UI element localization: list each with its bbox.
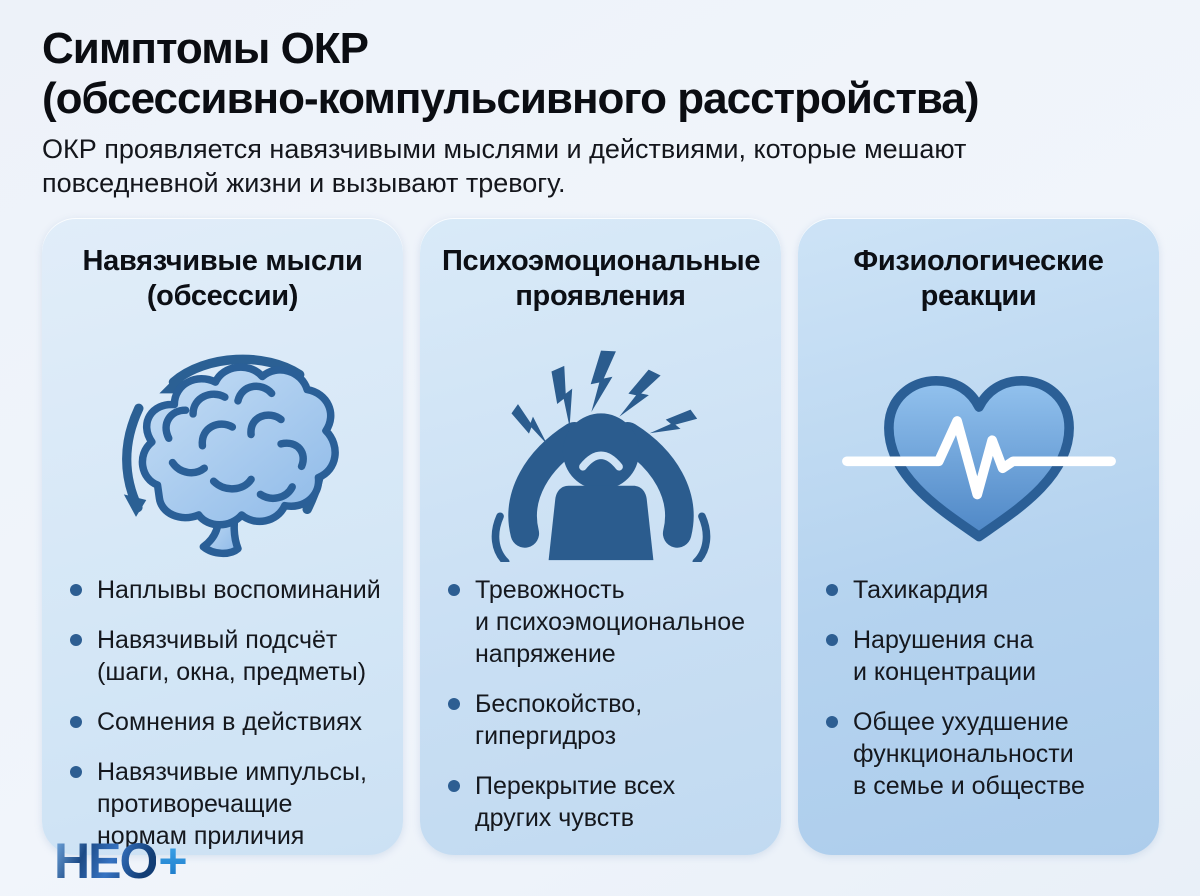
symptom-item: Сомнения в действиях bbox=[70, 706, 381, 738]
bullet-dot-icon bbox=[448, 583, 460, 596]
card-title: Физиологические реакции bbox=[853, 245, 1104, 312]
symptom-card-obsessions: Навязчивые мысли (обсессии) bbox=[42, 218, 403, 855]
bullet-dot-icon bbox=[70, 633, 82, 646]
symptom-item-text: Беспокойство, гипергидроз bbox=[475, 689, 643, 750]
brand-logo: НЕО + bbox=[54, 833, 188, 889]
symptom-item-text: Навязчивые импульсы, противоречащие норм… bbox=[97, 757, 367, 850]
symptom-list: Тревожность и психоэмоциональное напряже… bbox=[442, 574, 759, 834]
symptom-card-psychoemotional: Психоэмоциональные проявления bbox=[420, 218, 781, 855]
symptom-item-text: Перекрытие всех других чувств bbox=[475, 771, 676, 832]
symptom-item-text: Общее ухудшение функциональности в семье… bbox=[853, 707, 1085, 800]
symptom-item-text: Тахикардия bbox=[853, 575, 989, 604]
symptom-card-physiological: Физиологические реакции Тахикардия Наруш… bbox=[798, 218, 1159, 855]
symptom-item: Навязчивые импульсы, противоречащие норм… bbox=[70, 756, 381, 852]
bullet-dot-icon bbox=[448, 697, 460, 710]
symptom-item-text: Навязчивый подсчёт (шаги, окна, предметы… bbox=[97, 625, 367, 686]
stressed-person-icon bbox=[442, 322, 759, 562]
symptom-item: Общее ухудшение функциональности в семье… bbox=[826, 706, 1137, 802]
symptom-item-text: Нарушения сна и концентрации bbox=[853, 625, 1037, 686]
symptom-item-text: Тревожность и психоэмоциональное напряже… bbox=[475, 575, 746, 668]
logo-plus-icon: + bbox=[158, 833, 187, 889]
bullet-dot-icon bbox=[826, 715, 838, 728]
symptom-item: Тахикардия bbox=[826, 574, 1137, 606]
cards-row: Навязчивые мысли (обсессии) bbox=[42, 218, 1159, 855]
symptom-item-text: Наплывы воспоминаний bbox=[97, 575, 381, 604]
page-title: Симптомы ОКР (обсессивно-компульсивного … bbox=[42, 24, 980, 123]
bullet-dot-icon bbox=[70, 583, 82, 596]
logo-neo-text: НЕО bbox=[54, 833, 158, 889]
card-title: Психоэмоциональные проявления bbox=[442, 245, 761, 312]
symptom-item: Перекрытие всех других чувств bbox=[448, 770, 759, 834]
symptom-item: Навязчивый подсчёт (шаги, окна, предметы… bbox=[70, 624, 381, 688]
bullet-dot-icon bbox=[826, 583, 838, 596]
heart-pulse-icon bbox=[820, 322, 1137, 562]
symptom-item: Наплывы воспоминаний bbox=[70, 574, 381, 606]
symptom-list: Наплывы воспоминаний Навязчивый подсчёт … bbox=[64, 574, 381, 852]
symptom-item: Тревожность и психоэмоциональное напряже… bbox=[448, 574, 759, 670]
bullet-dot-icon bbox=[826, 633, 838, 646]
symptom-item: Беспокойство, гипергидроз bbox=[448, 688, 759, 752]
symptom-item: Нарушения сна и концентрации bbox=[826, 624, 1137, 688]
symptom-item-text: Сомнения в действиях bbox=[97, 707, 363, 736]
symptom-list: Тахикардия Нарушения сна и концентрации … bbox=[820, 574, 1137, 802]
card-title: Навязчивые мысли (обсессии) bbox=[82, 245, 363, 312]
page-subtitle: ОКР проявляется навязчивыми мыслями и де… bbox=[42, 134, 967, 199]
bullet-dot-icon bbox=[448, 779, 460, 792]
brain-cycle-icon bbox=[64, 322, 381, 562]
bullet-dot-icon bbox=[70, 765, 82, 778]
bullet-dot-icon bbox=[70, 715, 82, 728]
